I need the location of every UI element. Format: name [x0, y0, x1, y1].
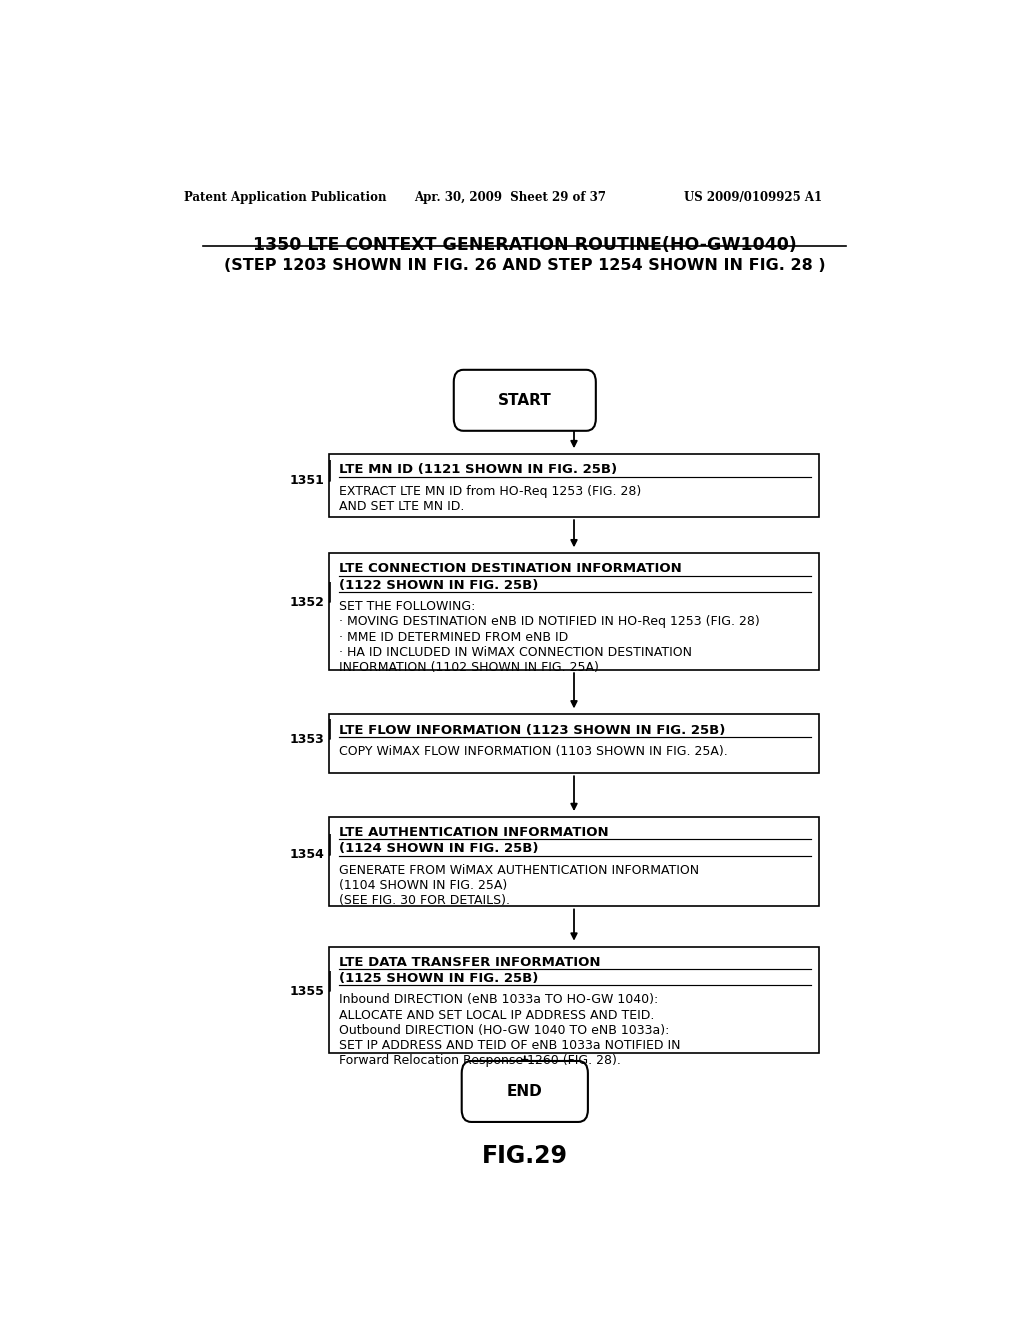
Text: INFORMATION (1102 SHOWN IN FIG. 25A): INFORMATION (1102 SHOWN IN FIG. 25A)	[339, 661, 599, 675]
Text: LTE AUTHENTICATION INFORMATION: LTE AUTHENTICATION INFORMATION	[339, 826, 608, 840]
Text: Inbound DIRECTION (eNB 1033a TO HO-GW 1040):: Inbound DIRECTION (eNB 1033a TO HO-GW 10…	[339, 994, 658, 1006]
Text: START: START	[498, 393, 552, 408]
Text: FIG.29: FIG.29	[482, 1144, 567, 1168]
FancyBboxPatch shape	[454, 370, 596, 430]
Text: 1351: 1351	[289, 474, 324, 487]
Text: LTE FLOW INFORMATION (1123 SHOWN IN FIG. 25B): LTE FLOW INFORMATION (1123 SHOWN IN FIG.…	[339, 723, 725, 737]
Text: 1350 LTE CONTEXT GENERATION ROUTINE(HO-GW1040): 1350 LTE CONTEXT GENERATION ROUTINE(HO-G…	[253, 236, 797, 253]
Text: END: END	[507, 1084, 543, 1100]
Text: (1125 SHOWN IN FIG. 25B): (1125 SHOWN IN FIG. 25B)	[339, 972, 539, 985]
Text: SET IP ADDRESS AND TEID OF eNB 1033a NOTIFIED IN: SET IP ADDRESS AND TEID OF eNB 1033a NOT…	[339, 1039, 681, 1052]
Text: Patent Application Publication: Patent Application Publication	[183, 191, 386, 203]
Text: LTE CONNECTION DESTINATION INFORMATION: LTE CONNECTION DESTINATION INFORMATION	[339, 562, 682, 576]
Text: SET THE FOLLOWING:: SET THE FOLLOWING:	[339, 601, 475, 612]
Text: LTE MN ID (1121 SHOWN IN FIG. 25B): LTE MN ID (1121 SHOWN IN FIG. 25B)	[339, 463, 617, 477]
Text: 1352: 1352	[289, 595, 324, 609]
Text: 1353: 1353	[289, 733, 324, 746]
Text: · MOVING DESTINATION eNB ID NOTIFIED IN HO-Req 1253 (FIG. 28): · MOVING DESTINATION eNB ID NOTIFIED IN …	[339, 615, 760, 628]
Text: EXTRACT LTE MN ID from HO-Req 1253 (FIG. 28): EXTRACT LTE MN ID from HO-Req 1253 (FIG.…	[339, 484, 641, 498]
Text: 1355: 1355	[289, 985, 324, 998]
Text: COPY WiMAX FLOW INFORMATION (1103 SHOWN IN FIG. 25A).: COPY WiMAX FLOW INFORMATION (1103 SHOWN …	[339, 744, 728, 758]
Text: (1124 SHOWN IN FIG. 25B): (1124 SHOWN IN FIG. 25B)	[339, 842, 539, 855]
Text: · HA ID INCLUDED IN WiMAX CONNECTION DESTINATION: · HA ID INCLUDED IN WiMAX CONNECTION DES…	[339, 645, 692, 659]
Bar	[329, 817, 819, 907]
Bar	[329, 714, 819, 774]
Text: Apr. 30, 2009  Sheet 29 of 37: Apr. 30, 2009 Sheet 29 of 37	[414, 191, 605, 203]
Text: US 2009/0109925 A1: US 2009/0109925 A1	[684, 191, 821, 203]
Text: · MME ID DETERMINED FROM eNB ID: · MME ID DETERMINED FROM eNB ID	[339, 631, 568, 644]
Bar	[329, 553, 819, 671]
Text: ALLOCATE AND SET LOCAL IP ADDRESS AND TEID.: ALLOCATE AND SET LOCAL IP ADDRESS AND TE…	[339, 1008, 654, 1022]
Text: (STEP 1203 SHOWN IN FIG. 26 AND STEP 1254 SHOWN IN FIG. 28 ): (STEP 1203 SHOWN IN FIG. 26 AND STEP 125…	[224, 257, 825, 273]
Text: LTE DATA TRANSFER INFORMATION: LTE DATA TRANSFER INFORMATION	[339, 956, 601, 969]
Text: 1354: 1354	[289, 847, 324, 861]
Text: (SEE FIG. 30 FOR DETAILS).: (SEE FIG. 30 FOR DETAILS).	[339, 894, 510, 907]
Bar	[329, 946, 819, 1053]
Bar	[329, 454, 819, 517]
Text: Forward Relocation Response 1260 (FIG. 28).: Forward Relocation Response 1260 (FIG. 2…	[339, 1055, 621, 1068]
Text: GENERATE FROM WiMAX AUTHENTICATION INFORMATION: GENERATE FROM WiMAX AUTHENTICATION INFOR…	[339, 863, 699, 876]
Text: AND SET LTE MN ID.: AND SET LTE MN ID.	[339, 500, 465, 513]
FancyBboxPatch shape	[462, 1061, 588, 1122]
Text: Outbound DIRECTION (HO-GW 1040 TO eNB 1033a):: Outbound DIRECTION (HO-GW 1040 TO eNB 10…	[339, 1024, 670, 1038]
Text: (1104 SHOWN IN FIG. 25A): (1104 SHOWN IN FIG. 25A)	[339, 879, 507, 892]
Text: (1122 SHOWN IN FIG. 25B): (1122 SHOWN IN FIG. 25B)	[339, 578, 539, 591]
